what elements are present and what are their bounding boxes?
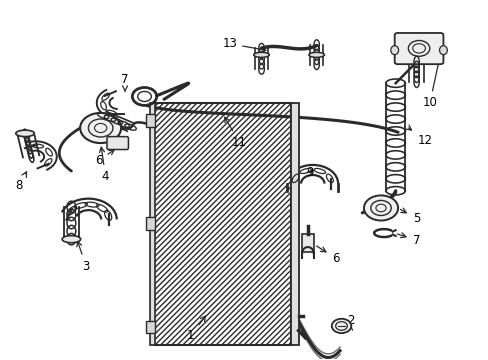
Bar: [150, 103, 155, 345]
Text: 5: 5: [400, 208, 419, 225]
Bar: [145, 217, 155, 230]
Text: 4: 4: [99, 147, 109, 183]
Circle shape: [80, 113, 121, 143]
Text: 10: 10: [422, 58, 440, 109]
Bar: [302, 234, 313, 252]
Circle shape: [363, 195, 397, 221]
Circle shape: [331, 319, 350, 333]
Bar: [145, 114, 155, 127]
Bar: [154, 103, 290, 345]
Ellipse shape: [308, 52, 324, 57]
FancyBboxPatch shape: [394, 33, 443, 64]
Text: 7: 7: [397, 233, 419, 247]
Text: 2: 2: [346, 314, 354, 330]
Text: 3: 3: [77, 241, 89, 273]
Text: 11: 11: [224, 117, 246, 149]
Text: 8: 8: [16, 172, 26, 192]
Bar: [290, 103, 298, 345]
Text: 6: 6: [316, 246, 339, 265]
Ellipse shape: [62, 235, 81, 243]
Text: 13: 13: [222, 37, 265, 52]
Text: 7: 7: [121, 73, 128, 92]
Text: 12: 12: [405, 125, 432, 147]
Ellipse shape: [390, 46, 398, 55]
FancyBboxPatch shape: [107, 136, 128, 149]
Ellipse shape: [253, 52, 269, 57]
Bar: [154, 103, 290, 345]
Text: 9: 9: [306, 166, 313, 179]
Text: 1: 1: [187, 316, 205, 342]
Text: 6: 6: [95, 150, 114, 167]
Bar: [145, 320, 155, 333]
Ellipse shape: [439, 46, 447, 55]
Ellipse shape: [16, 130, 34, 136]
